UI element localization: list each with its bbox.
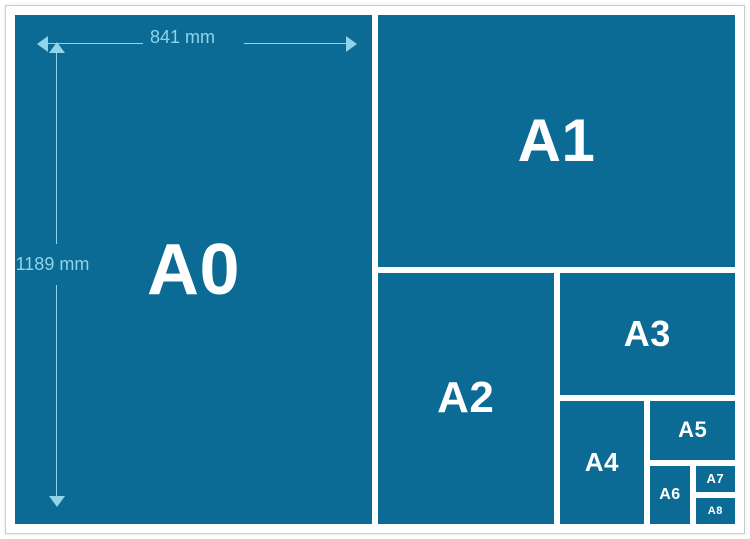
- panel-label: A3: [624, 313, 671, 355]
- panel-label: A2: [437, 373, 494, 423]
- arrow-head-right-icon: [346, 36, 357, 52]
- panel-a5: A5: [647, 398, 738, 462]
- panel-a3: A3: [557, 270, 739, 399]
- panel-label: A7: [707, 471, 725, 486]
- panel-label: A8: [708, 505, 723, 517]
- panel-label: A4: [585, 447, 619, 478]
- diagram-frame: A0 A1 A2 A3 A4 A5 A6 A7 A8 841 mm 1189 mm: [5, 5, 745, 534]
- panel-label: A5: [678, 417, 707, 443]
- panel-label: A0: [147, 229, 240, 311]
- dimension-arrow-segment: [244, 43, 346, 45]
- paper-size-diagram: A0 A1 A2 A3 A4 A5 A6 A7 A8 841 mm 1189 mm: [12, 12, 738, 527]
- arrow-head-left-icon: [37, 36, 48, 52]
- arrow-head-up-icon: [49, 42, 65, 53]
- panel-a1: A1: [375, 12, 738, 270]
- panel-label: A6: [659, 486, 680, 504]
- arrow-head-down-icon: [49, 496, 65, 507]
- dimension-arrow-segment: [56, 285, 58, 496]
- panel-label: A1: [518, 106, 596, 175]
- height-dimension-label: 1189 mm: [16, 254, 90, 275]
- panel-a8: A8: [693, 495, 738, 527]
- panel-a2: A2: [375, 270, 557, 528]
- panel-a4: A4: [557, 398, 648, 527]
- panel-a6: A6: [647, 463, 692, 527]
- dimension-arrow-segment: [56, 53, 58, 244]
- panel-a7: A7: [693, 463, 738, 495]
- width-dimension-label: 841 mm: [150, 27, 215, 48]
